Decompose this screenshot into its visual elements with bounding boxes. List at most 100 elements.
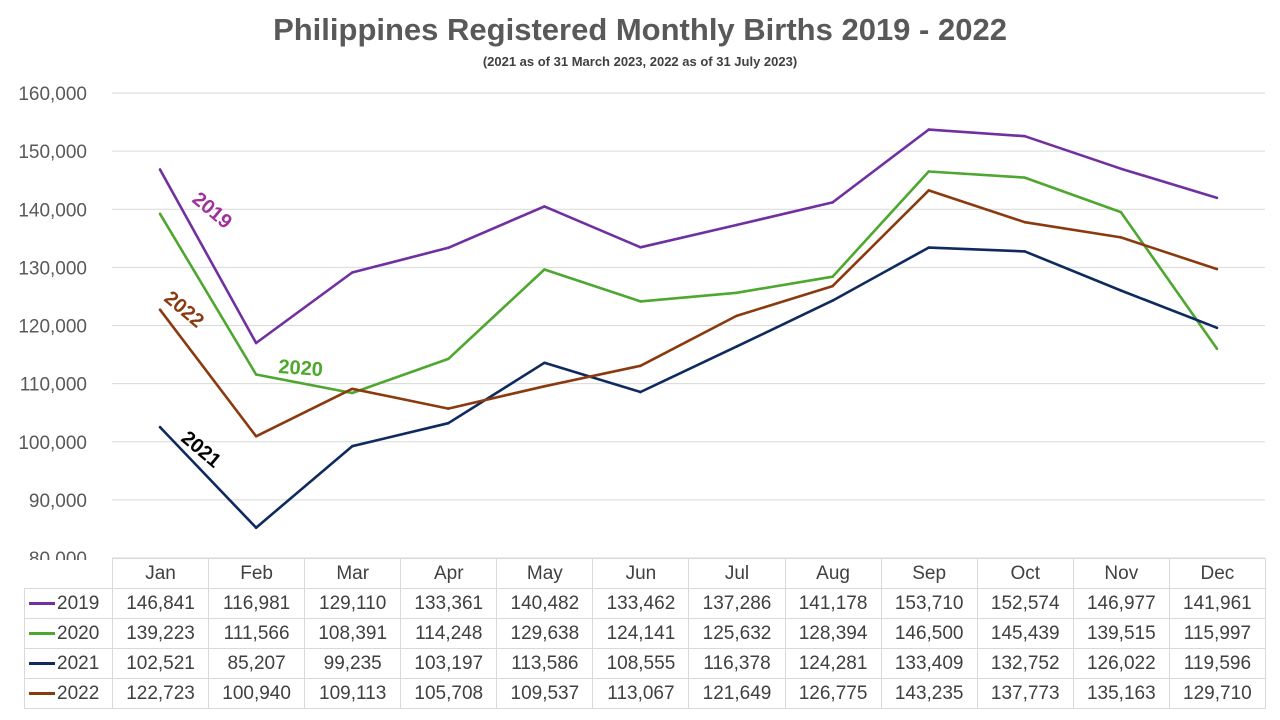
data-label: 145,439 bbox=[976, 618, 1074, 649]
data-label: 129,110 bbox=[304, 588, 402, 619]
legend-swatch bbox=[29, 601, 55, 605]
data-point-2020 bbox=[254, 373, 258, 376]
data-label: 125,632 bbox=[688, 618, 786, 649]
data-point-2021 bbox=[254, 526, 258, 530]
month-header: Jul bbox=[688, 558, 786, 589]
data-label: 133,409 bbox=[880, 648, 978, 679]
data-point-2022 bbox=[927, 189, 931, 192]
gridlines bbox=[112, 92, 1265, 559]
data-point-2020 bbox=[446, 357, 450, 361]
data-label: 100,940 bbox=[208, 678, 306, 709]
data-point-2019 bbox=[1023, 134, 1027, 138]
data-label: 152,574 bbox=[976, 588, 1074, 619]
month-header: May bbox=[496, 558, 594, 589]
data-label: 85,207 bbox=[208, 648, 306, 679]
data-point-2020 bbox=[350, 391, 354, 395]
data-label: 135,163 bbox=[1072, 678, 1170, 709]
y-axis-ticks: 80,000 90,000 100,000 110,000 120,000 130,000… bbox=[18, 84, 87, 560]
legend-swatch bbox=[29, 631, 55, 635]
data-point-2021 bbox=[831, 299, 834, 302]
line-chart: 80,000 90,000 100,000 110,000 120,000 130,000… bbox=[18, 84, 1265, 560]
y-tick-label: 150,000 bbox=[18, 142, 87, 163]
data-label: 116,378 bbox=[688, 648, 786, 679]
data-label: 126,775 bbox=[784, 678, 882, 709]
y-tick-label: 160,000 bbox=[18, 84, 87, 105]
table-row: 2022 122,723 100,940 109,113 105,708 109,537 1… bbox=[24, 678, 1266, 709]
data-point-2021 bbox=[639, 390, 642, 394]
data-point-2021 bbox=[543, 361, 546, 365]
legend-label: 2019 bbox=[57, 592, 100, 614]
data-point-2019 bbox=[446, 246, 450, 250]
month-header: Nov bbox=[1072, 558, 1170, 589]
month-header: Mar bbox=[304, 558, 402, 589]
data-point-2020 bbox=[1215, 347, 1219, 351]
legend-swatch bbox=[29, 661, 55, 665]
data-label: 137,286 bbox=[688, 588, 786, 619]
data-label: 133,462 bbox=[592, 588, 690, 619]
data-label: 109,113 bbox=[304, 678, 402, 709]
data-label: 146,500 bbox=[880, 618, 978, 649]
data-label: 113,586 bbox=[496, 648, 594, 679]
data-label: 128,394 bbox=[784, 618, 882, 649]
data-label: 124,141 bbox=[592, 618, 690, 649]
month-header: Jan bbox=[111, 558, 210, 589]
data-point-2020 bbox=[158, 212, 162, 216]
y-tick-label: 90,000 bbox=[29, 491, 87, 512]
data-point-2022 bbox=[1215, 267, 1219, 271]
legend-label: 2021 bbox=[57, 652, 100, 674]
data-label: 99,235 bbox=[304, 648, 402, 679]
y-tick-label: 80,000 bbox=[29, 549, 87, 560]
data-point-2022 bbox=[350, 387, 354, 391]
data-label: 141,178 bbox=[784, 588, 882, 619]
data-point-2022 bbox=[543, 385, 546, 388]
data-label: 113,067 bbox=[592, 678, 690, 709]
data-label: 119,596 bbox=[1168, 648, 1266, 679]
data-point-2022 bbox=[1023, 220, 1027, 224]
data-label: 114,248 bbox=[400, 618, 498, 649]
data-point-2020 bbox=[831, 275, 834, 279]
y-tick-label: 130,000 bbox=[18, 258, 87, 279]
data-label: 102,521 bbox=[111, 648, 210, 679]
data-label: 129,638 bbox=[496, 618, 594, 649]
data-point-2019 bbox=[254, 341, 258, 345]
data-label: 122,723 bbox=[111, 678, 210, 709]
legend-label: 2022 bbox=[57, 682, 100, 704]
chart-title: Philippines Registered Monthly Births 20… bbox=[273, 12, 1007, 47]
legend-entry: 2019 bbox=[24, 588, 113, 619]
data-label: 109,537 bbox=[496, 678, 594, 709]
month-header: Feb bbox=[208, 558, 306, 589]
data-point-2019 bbox=[158, 168, 162, 171]
data-point-2019 bbox=[1215, 196, 1219, 200]
month-header: Aug bbox=[784, 558, 882, 589]
data-point-2021 bbox=[927, 246, 931, 249]
data-label: 132,752 bbox=[976, 648, 1074, 679]
month-header: Apr bbox=[400, 558, 498, 589]
data-point-2021 bbox=[1023, 250, 1027, 253]
data-point-2022 bbox=[254, 434, 258, 438]
data-label: 153,710 bbox=[880, 588, 978, 619]
data-point-2022 bbox=[1119, 236, 1123, 239]
data-point-2019 bbox=[1119, 167, 1123, 170]
series-annotation-2019: 2019 bbox=[188, 188, 236, 233]
series-annotation-2020: 2020 bbox=[278, 356, 324, 381]
data-point-2022 bbox=[735, 314, 738, 318]
data-label: 115,997 bbox=[1168, 618, 1266, 649]
y-tick-label: 120,000 bbox=[18, 317, 87, 338]
data-point-2020 bbox=[639, 300, 642, 303]
y-tick-label: 110,000 bbox=[20, 375, 87, 396]
data-table: Jan Feb Mar Apr May Jun Jul Aug Sep Oct Nov Dec 2019… bbox=[24, 558, 1266, 709]
data-point-2021 bbox=[158, 425, 162, 429]
series-line-2020 bbox=[158, 170, 1219, 395]
legend-label: 2020 bbox=[57, 622, 100, 644]
data-point-2022 bbox=[158, 308, 162, 311]
data-label: 143,235 bbox=[880, 678, 978, 709]
data-point-2019 bbox=[927, 128, 931, 131]
data-point-2022 bbox=[446, 407, 450, 410]
legend-entry: 2021 bbox=[24, 648, 113, 679]
data-point-2021 bbox=[350, 444, 354, 448]
data-label: 141,961 bbox=[1168, 588, 1266, 619]
y-tick-label: 100,000 bbox=[18, 433, 87, 454]
data-point-2019 bbox=[543, 205, 546, 208]
data-point-2021 bbox=[1215, 326, 1219, 330]
